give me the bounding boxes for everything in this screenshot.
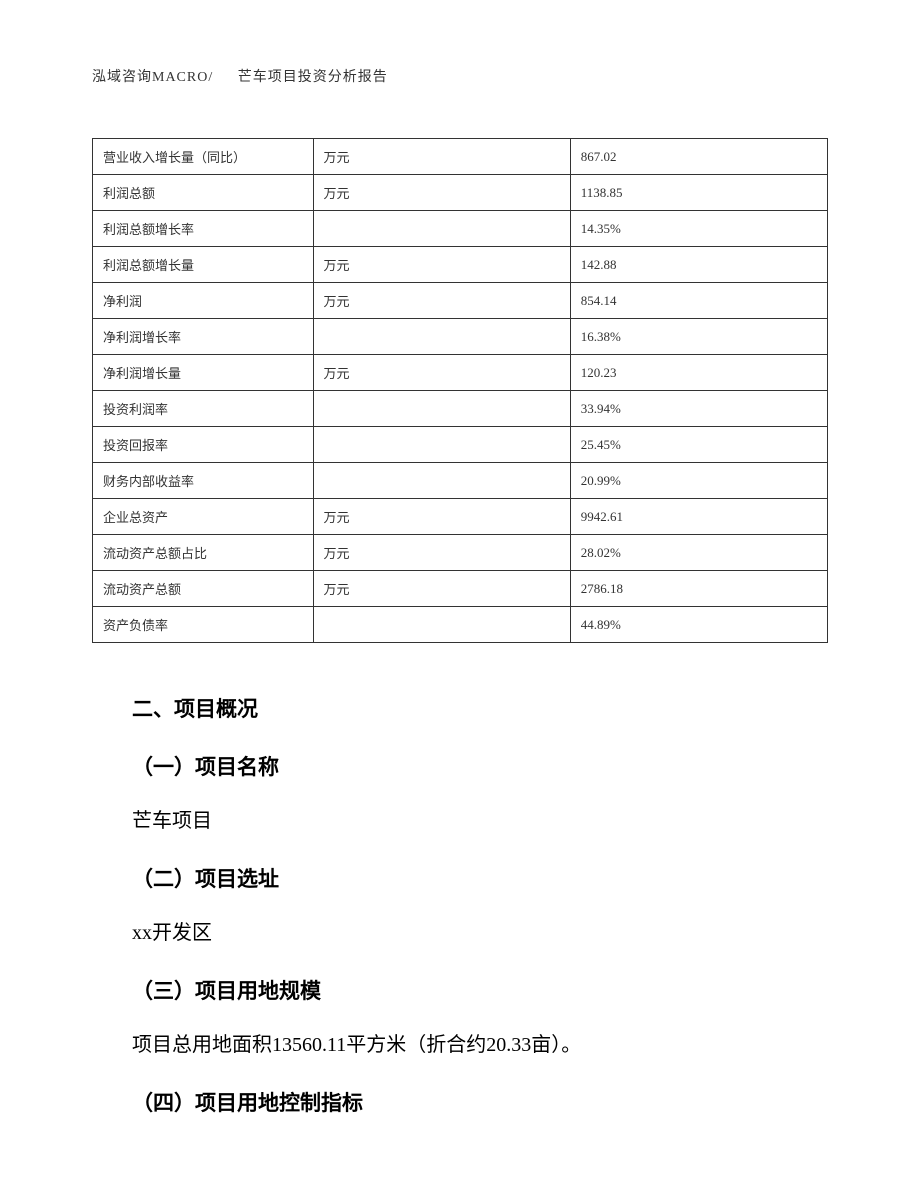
table-cell: 25.45% (570, 427, 827, 463)
table-row: 企业总资产万元9942.61 (93, 499, 828, 535)
table-row: 流动资产总额占比万元28.02% (93, 535, 828, 571)
table-cell: 万元 (313, 175, 570, 211)
body-text-1: 芒车项目 (132, 805, 828, 837)
table-cell: 企业总资产 (93, 499, 314, 535)
table-row: 利润总额增长量万元142.88 (93, 247, 828, 283)
header-title: 芒车项目投资分析报告 (238, 70, 388, 85)
sub-title-2: （二）项目选址 (132, 863, 828, 893)
table-cell: 万元 (313, 283, 570, 319)
table-row: 资产负债率 44.89% (93, 607, 828, 643)
table-cell: 投资回报率 (93, 427, 314, 463)
table-row: 净利润增长率 16.38% (93, 319, 828, 355)
table-cell: 142.88 (570, 247, 827, 283)
table-cell (313, 211, 570, 247)
table-cell: 财务内部收益率 (93, 463, 314, 499)
table-cell (313, 427, 570, 463)
section-title: 二、项目概况 (132, 693, 828, 723)
table-cell (313, 391, 570, 427)
table-cell: 净利润 (93, 283, 314, 319)
table-cell: 33.94% (570, 391, 827, 427)
table-cell (313, 319, 570, 355)
table-cell: 营业收入增长量（同比） (93, 139, 314, 175)
sub-title-4: （四）项目用地控制指标 (132, 1087, 828, 1117)
table-cell: 流动资产总额占比 (93, 535, 314, 571)
page-header: 泓域咨询MACRO/ 芒车项目投资分析报告 (92, 66, 828, 86)
table-cell: 2786.18 (570, 571, 827, 607)
table-cell: 16.38% (570, 319, 827, 355)
table-cell: 1138.85 (570, 175, 827, 211)
table-cell: 流动资产总额 (93, 571, 314, 607)
body-text-2: xx开发区 (132, 917, 828, 949)
table-cell (313, 607, 570, 643)
financial-table: 营业收入增长量（同比）万元867.02利润总额万元1138.85利润总额增长率1… (92, 138, 828, 643)
table-cell: 854.14 (570, 283, 827, 319)
table-cell: 14.35% (570, 211, 827, 247)
header-company: 泓域咨询MACRO/ (92, 70, 213, 85)
table-cell: 利润总额增长量 (93, 247, 314, 283)
table-cell: 9942.61 (570, 499, 827, 535)
table-cell: 利润总额增长率 (93, 211, 314, 247)
table-row: 财务内部收益率 20.99% (93, 463, 828, 499)
table-row: 净利润万元854.14 (93, 283, 828, 319)
table-row: 营业收入增长量（同比）万元867.02 (93, 139, 828, 175)
body-text-3: 项目总用地面积13560.11平方米（折合约20.33亩）。 (132, 1029, 828, 1061)
table-row: 净利润增长量万元120.23 (93, 355, 828, 391)
table-cell: 120.23 (570, 355, 827, 391)
table-cell: 万元 (313, 247, 570, 283)
table-cell: 20.99% (570, 463, 827, 499)
table-cell: 28.02% (570, 535, 827, 571)
table-row: 利润总额万元1138.85 (93, 175, 828, 211)
table-cell (313, 463, 570, 499)
table-cell: 万元 (313, 355, 570, 391)
table-cell: 万元 (313, 139, 570, 175)
table-cell: 净利润增长量 (93, 355, 314, 391)
sub-title-3: （三）项目用地规模 (132, 975, 828, 1005)
table-cell: 投资利润率 (93, 391, 314, 427)
sub-title-1: （一）项目名称 (132, 751, 828, 781)
table-row: 利润总额增长率 14.35% (93, 211, 828, 247)
table-cell: 利润总额 (93, 175, 314, 211)
table-cell: 万元 (313, 535, 570, 571)
table-cell: 万元 (313, 571, 570, 607)
table-row: 投资利润率 33.94% (93, 391, 828, 427)
table-cell: 万元 (313, 499, 570, 535)
table-row: 流动资产总额万元2786.18 (93, 571, 828, 607)
table-row: 投资回报率 25.45% (93, 427, 828, 463)
table-cell: 44.89% (570, 607, 827, 643)
table-cell: 净利润增长率 (93, 319, 314, 355)
table-cell: 资产负债率 (93, 607, 314, 643)
table-cell: 867.02 (570, 139, 827, 175)
